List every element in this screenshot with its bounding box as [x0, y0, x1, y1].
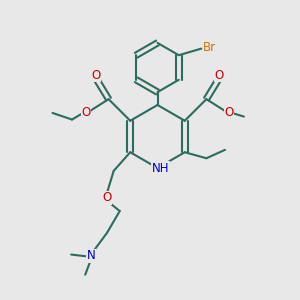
Text: O: O [215, 69, 224, 82]
Text: Br: Br [203, 41, 216, 54]
Text: O: O [91, 69, 100, 82]
Text: O: O [81, 106, 90, 118]
Text: N: N [87, 249, 96, 262]
Text: O: O [102, 191, 111, 204]
Text: O: O [225, 106, 234, 118]
Text: NH: NH [152, 161, 169, 175]
